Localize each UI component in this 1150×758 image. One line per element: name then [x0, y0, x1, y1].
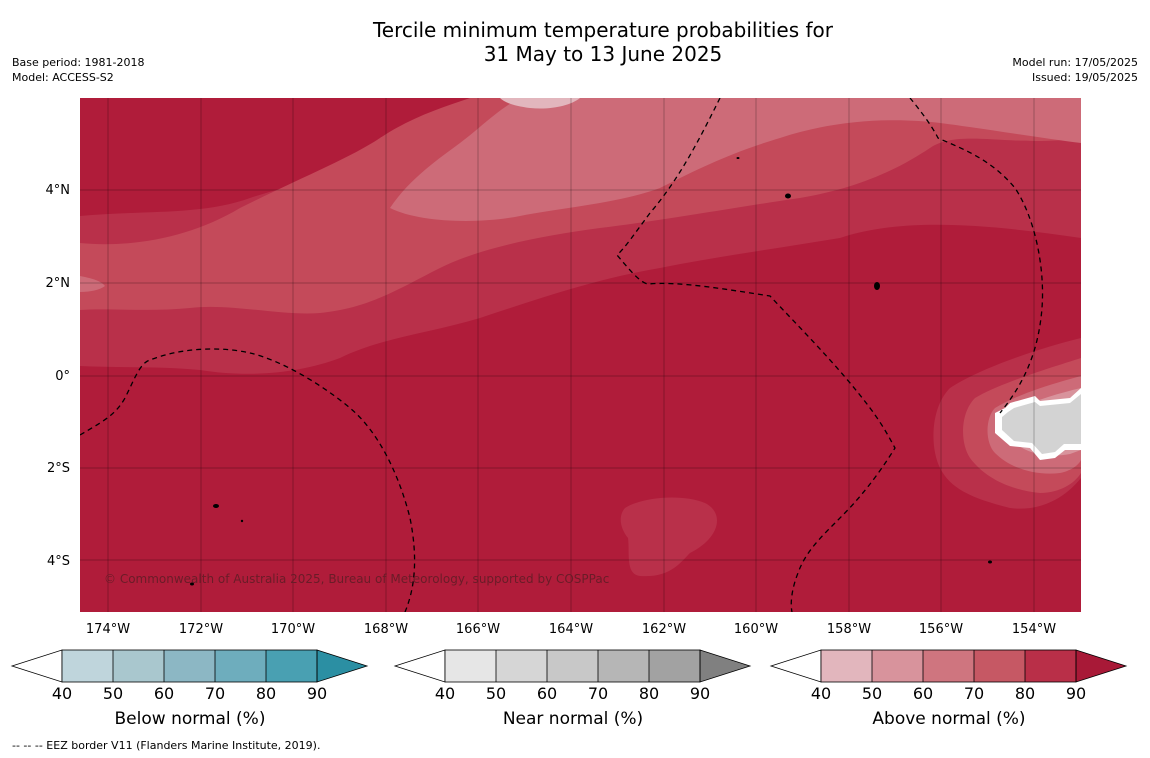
- region-60: [390, 98, 1081, 221]
- model-run: Model run: 17/05/2025: [1012, 56, 1138, 69]
- legend-near-normal: 40 50 60 70 80 90 Near normal (%): [393, 648, 753, 729]
- lat-label-2n: 2°N: [45, 276, 71, 291]
- graticule: [80, 98, 1081, 612]
- tick-40: 40: [434, 684, 456, 703]
- eez-footnote: -- -- -- EEZ border V11 (Flanders Marine…: [12, 739, 321, 752]
- lon-label-154w: 154°W: [1011, 622, 1057, 637]
- tick-70: 70: [963, 684, 985, 703]
- meta-right: Model run: 17/05/2025 Issued: 19/05/2025: [1012, 55, 1138, 85]
- tick-40: 40: [810, 684, 832, 703]
- colorbar-near: [393, 649, 752, 683]
- issued-date: Issued: 19/05/2025: [1031, 71, 1138, 84]
- copyright-credit: © Commonwealth of Australia 2025, Bureau…: [104, 572, 610, 586]
- model-name: Model: ACCESS-S2: [12, 71, 114, 84]
- lon-label-160w: 160°W: [733, 622, 779, 637]
- lon-label-156w: 156°W: [918, 622, 964, 637]
- tick-90: 90: [1065, 684, 1087, 703]
- tick-80: 80: [638, 684, 660, 703]
- near-normal-region: [1002, 394, 1081, 454]
- tick-70: 70: [587, 684, 609, 703]
- tick-40: 40: [51, 684, 73, 703]
- tick-60: 60: [153, 684, 175, 703]
- tick-80: 80: [1014, 684, 1036, 703]
- islands: [190, 157, 992, 586]
- lat-label-0: 0°: [55, 369, 70, 384]
- lon-label-168w: 168°W: [363, 622, 409, 637]
- title-line-1: Tercile minimum temperature probabilitie…: [372, 18, 834, 42]
- tick-50: 50: [485, 684, 507, 703]
- lon-label-170w: 170°W: [270, 622, 316, 637]
- lat-label-4n: 4°N: [45, 183, 71, 198]
- probability-map[interactable]: [80, 98, 1081, 612]
- legend-title-above: Above normal (%): [872, 709, 1026, 729]
- lon-label-158w: 158°W: [826, 622, 872, 637]
- tick-90: 90: [689, 684, 711, 703]
- colorbar-below: [10, 649, 369, 683]
- legend-above-normal: 40 50 60 70 80 90 Above normal (%): [769, 648, 1129, 729]
- lon-label-164w: 164°W: [548, 622, 594, 637]
- tick-60: 60: [912, 684, 934, 703]
- chart-title: Tercile minimum temperature probabilitie…: [0, 18, 1150, 66]
- tick-80: 80: [255, 684, 277, 703]
- tick-90: 90: [306, 684, 328, 703]
- title-line-2: 31 May to 13 June 2025: [483, 42, 723, 66]
- tick-60: 60: [536, 684, 558, 703]
- region-80-south: [620, 497, 717, 577]
- lon-label-172w: 172°W: [178, 622, 224, 637]
- lat-label-2s: 2°S: [46, 461, 70, 476]
- tick-50: 50: [102, 684, 124, 703]
- legend-title-below: Below normal (%): [114, 709, 266, 729]
- colorbar-above: [769, 649, 1128, 683]
- region-40: [500, 98, 580, 109]
- region-60-west: [80, 276, 105, 292]
- base-period: Base period: 1981-2018: [12, 56, 145, 69]
- meta-left: Base period: 1981-2018 Model: ACCESS-S2: [12, 55, 144, 85]
- legend-below-normal: 40 50 60 70 80 90 Below normal (%): [10, 648, 370, 729]
- eez-borders: [80, 98, 1044, 612]
- map-canvas: [80, 98, 1081, 612]
- tick-70: 70: [204, 684, 226, 703]
- lon-label-174w: 174°W: [85, 622, 131, 637]
- lon-label-166w: 166°W: [455, 622, 501, 637]
- tick-50: 50: [861, 684, 883, 703]
- legend-title-near: Near normal (%): [502, 709, 644, 729]
- lat-label-4s: 4°S: [46, 554, 70, 569]
- lon-label-162w: 162°W: [641, 622, 687, 637]
